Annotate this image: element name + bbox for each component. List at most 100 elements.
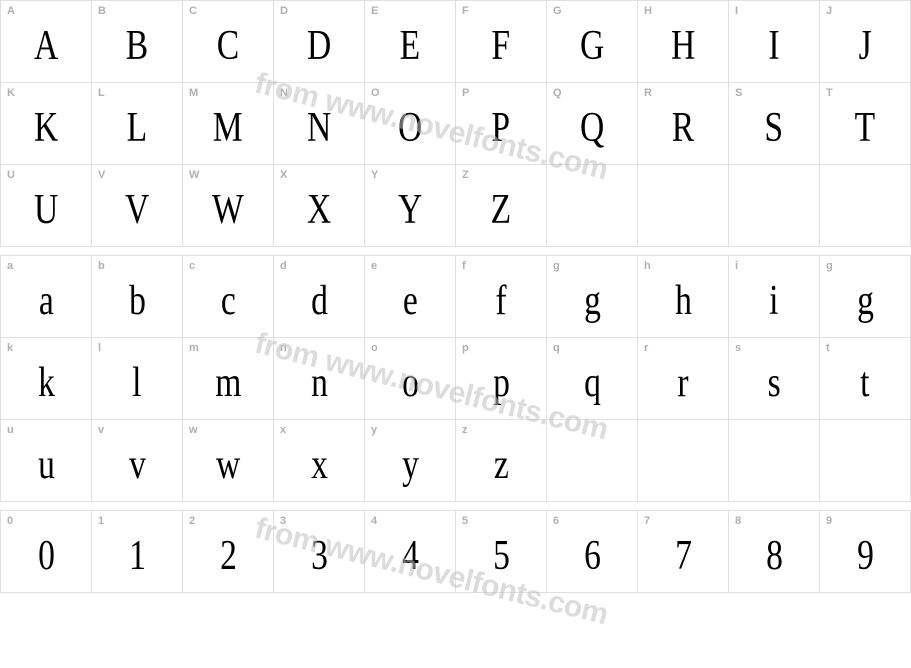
glyph: W (212, 189, 244, 231)
cell-label: R (644, 87, 652, 99)
cell-label: K (7, 87, 15, 99)
glyph-cell: 77 (638, 511, 729, 593)
cell-label: p (462, 342, 469, 354)
glyph: F (492, 25, 511, 67)
glyph-cell: MM (183, 83, 274, 165)
digits-grid: 00 11 22 33 44 55 66 77 88 99 (0, 510, 911, 593)
section-spacer (0, 502, 911, 510)
glyph: V (125, 189, 149, 231)
glyph: r (677, 362, 688, 404)
glyph-cell: VV (92, 165, 183, 247)
glyph: v (129, 444, 146, 486)
glyph-cell: II (729, 1, 820, 83)
glyph-cell: yy (365, 420, 456, 502)
cell-label: o (371, 342, 378, 354)
glyph-cell: 00 (1, 511, 92, 593)
cell-label: s (735, 342, 741, 354)
cell-label: d (280, 260, 287, 272)
glyph-cell: vv (92, 420, 183, 502)
glyph-cell: SS (729, 83, 820, 165)
cell-label: C (189, 5, 197, 17)
cell-label: l (98, 342, 101, 354)
cell-label: 2 (189, 515, 195, 527)
glyph: K (34, 107, 58, 149)
cell-label: X (280, 169, 287, 181)
glyph: O (398, 107, 422, 149)
glyph: J (858, 25, 871, 67)
cell-label: I (735, 5, 738, 17)
glyph: d (311, 280, 328, 322)
glyph-cell: tt (820, 338, 911, 420)
glyph-cell: bb (92, 256, 183, 338)
glyph: U (34, 189, 58, 231)
glyph: n (311, 362, 328, 404)
cell-label: 3 (280, 515, 286, 527)
glyph: C (217, 25, 239, 67)
glyph: S (765, 107, 784, 149)
cell-label: 8 (735, 515, 741, 527)
glyph-cell: xx (274, 420, 365, 502)
glyph: 7 (675, 535, 692, 577)
glyph-cell: dd (274, 256, 365, 338)
glyph: a (39, 280, 54, 322)
glyph-cell: ll (92, 338, 183, 420)
cell-label: A (7, 5, 15, 17)
glyph-cell-empty (638, 165, 729, 247)
glyph-cell-empty (729, 420, 820, 502)
cell-label: f (462, 260, 466, 272)
glyph: y (402, 444, 419, 486)
cell-label: t (826, 342, 830, 354)
glyph: e (403, 280, 418, 322)
glyph-cell: NN (274, 83, 365, 165)
glyph-cell: 55 (456, 511, 547, 593)
glyph-cell: uu (1, 420, 92, 502)
glyph-cell: RR (638, 83, 729, 165)
glyph-cell: pp (456, 338, 547, 420)
cell-label: 4 (371, 515, 377, 527)
cell-label: G (553, 5, 562, 17)
glyph: u (38, 444, 55, 486)
glyph-cell: gg (547, 256, 638, 338)
glyph: m (215, 362, 241, 404)
glyph-cell: FF (456, 1, 547, 83)
glyph: k (38, 362, 55, 404)
cell-label: 0 (7, 515, 13, 527)
glyph: P (492, 107, 511, 149)
glyph: I (768, 25, 779, 67)
section-spacer (0, 247, 911, 255)
glyph: 8 (766, 535, 783, 577)
glyph-cell: UU (1, 165, 92, 247)
cell-label: v (98, 424, 104, 436)
glyph-cell: 88 (729, 511, 820, 593)
cell-label: a (7, 260, 13, 272)
glyph-cell: ff (456, 256, 547, 338)
glyph-cell: rr (638, 338, 729, 420)
glyph: g (584, 280, 601, 322)
cell-label: e (371, 260, 377, 272)
glyph: 1 (129, 535, 146, 577)
cell-label: 7 (644, 515, 650, 527)
glyph-cell: OO (365, 83, 456, 165)
glyph-cell: oo (365, 338, 456, 420)
glyph-cell: QQ (547, 83, 638, 165)
cell-label: P (462, 87, 469, 99)
glyph-cell: qq (547, 338, 638, 420)
glyph-cell: ii (729, 256, 820, 338)
glyph-cell: ss (729, 338, 820, 420)
glyph-cell: ww (183, 420, 274, 502)
glyph: A (34, 25, 58, 67)
glyph-cell: 33 (274, 511, 365, 593)
cell-label: z (462, 424, 468, 436)
cell-label: h (644, 260, 651, 272)
glyph: c (221, 280, 236, 322)
glyph-cell-empty (547, 165, 638, 247)
cell-label: Q (553, 87, 562, 99)
glyph-cell: ZZ (456, 165, 547, 247)
glyph-cell-empty (638, 420, 729, 502)
cell-label: u (7, 424, 14, 436)
glyph: 4 (402, 535, 419, 577)
glyph: t (860, 362, 869, 404)
glyph: x (311, 444, 328, 486)
glyph: b (129, 280, 146, 322)
cell-label: g (553, 260, 560, 272)
